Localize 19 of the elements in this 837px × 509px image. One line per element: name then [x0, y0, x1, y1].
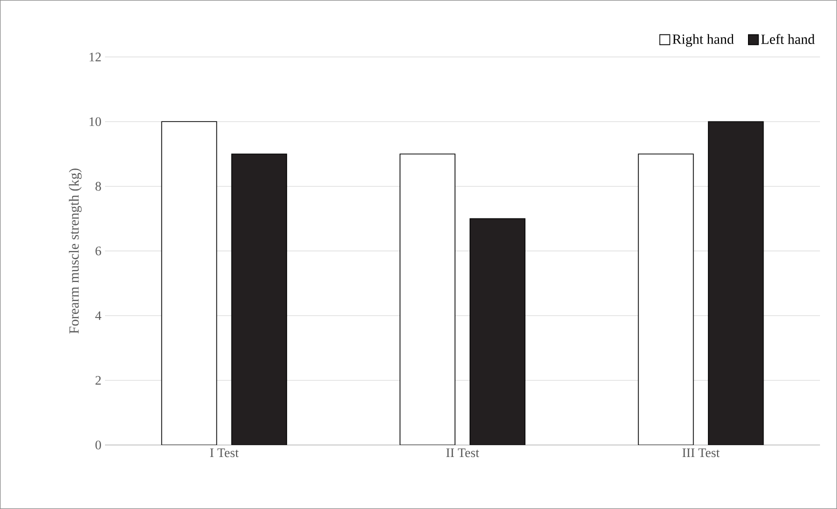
legend-label: Right hand [672, 34, 734, 47]
y-tick-label: 6 [96, 246, 102, 256]
bar [161, 121, 218, 445]
x-tick-label: III Test [682, 448, 720, 458]
y-tick-label: 4 [95, 311, 102, 320]
y-tick-label: 12 [90, 52, 101, 62]
y-tick-label: 10 [90, 117, 101, 126]
bar [231, 154, 288, 445]
bar [400, 154, 456, 445]
y-tick-label: 0 [95, 440, 101, 450]
bar [638, 154, 694, 445]
y-tick-label: 2 [96, 376, 101, 385]
y-tick-label: 8 [95, 182, 101, 191]
x-tick-label: I Test [210, 448, 239, 458]
bar [708, 121, 764, 445]
bar [470, 218, 526, 445]
legend-label: Left hand [761, 34, 815, 44]
y-axis-title: Forearm muscle strength (kg) [68, 168, 82, 334]
x-tick-label: II Test [446, 448, 480, 458]
